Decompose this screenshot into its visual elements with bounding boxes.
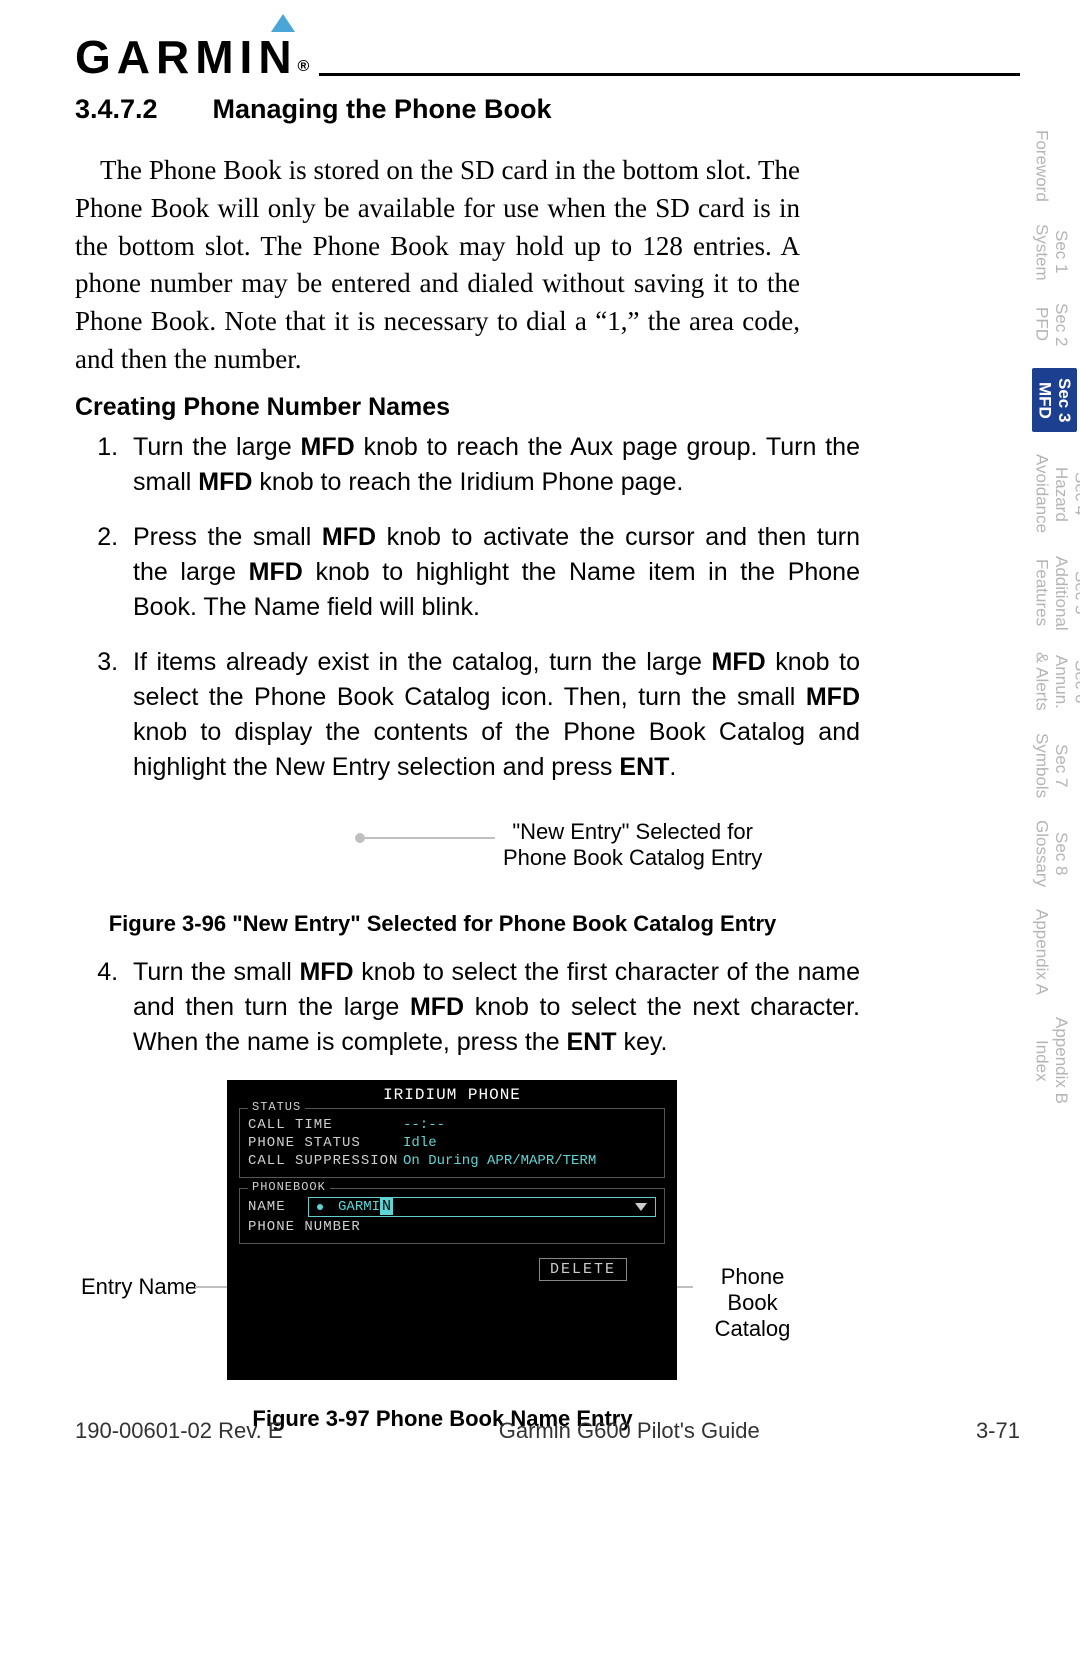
- garmin-logo: GARMIN®: [75, 30, 309, 84]
- registered-mark: ®: [298, 58, 310, 75]
- mfd-bold: MFD: [249, 558, 303, 586]
- phonebook-legend: PHONEBOOK: [248, 1180, 330, 1194]
- figure-96-caption: Figure 3-96 "New Entry" Selected for Pho…: [75, 911, 810, 937]
- text: Turn the large: [133, 433, 301, 461]
- step-2: Press the small MFD knob to activate the…: [125, 520, 860, 625]
- name-entry-box: GARMIN: [308, 1197, 656, 1217]
- callout-dot-icon: [355, 833, 365, 843]
- text: .: [669, 753, 676, 781]
- section-number: 3.4.7.2: [75, 94, 205, 125]
- tab-sec8-glossary[interactable]: Sec 8 Glossary: [1032, 820, 1071, 887]
- callout-phone-book-catalog: Phone Book Catalog: [695, 1264, 810, 1342]
- name-cursor-char: N: [380, 1198, 393, 1215]
- tab-foreword[interactable]: Foreword: [1032, 130, 1052, 202]
- mfd-bold: MFD: [198, 468, 252, 496]
- call-suppression-value: On During APR/MAPR/TERM: [403, 1153, 596, 1169]
- mfd-bold: MFD: [410, 993, 464, 1021]
- footer-docnum: 190-00601-02 Rev. E: [75, 1418, 283, 1444]
- call-time-value: --:--: [403, 1117, 445, 1133]
- footer-title: Garmin G600 Pilot's Guide: [499, 1418, 760, 1444]
- section-title: Managing the Phone Book: [213, 94, 552, 124]
- footer-pagenum: 3-71: [976, 1418, 1020, 1444]
- mfd-bold: MFD: [322, 523, 376, 551]
- phone-status-value: Idle: [403, 1135, 437, 1151]
- text: Press the small: [133, 523, 322, 551]
- mfd-bold: MFD: [301, 433, 355, 461]
- callout-line2: Phone Book Catalog Entry: [503, 845, 762, 870]
- figure-96-callout-area: "New Entry" Selected for Phone Book Cata…: [75, 805, 810, 905]
- callout-right-line1: Phone Book: [721, 1264, 785, 1315]
- text: Turn the small: [133, 958, 299, 986]
- tab-sec1-system[interactable]: Sec 1 System: [1032, 224, 1071, 281]
- mfd-bold: MFD: [806, 683, 860, 711]
- page-footer: 190-00601-02 Rev. E Garmin G600 Pilot's …: [75, 1418, 1020, 1444]
- callout-right-line2: Catalog: [715, 1316, 791, 1341]
- tab-appendix-a[interactable]: Appendix A: [1032, 909, 1052, 995]
- callout-line1: "New Entry" Selected for: [512, 819, 753, 844]
- tab-sec5-additional[interactable]: Sec 5 Additional Features: [1032, 556, 1080, 631]
- status-fieldset: STATUS CALL TIME--:-- PHONE STATUSIdle C…: [239, 1108, 665, 1178]
- step-3: If items already exist in the catalog, t…: [125, 645, 860, 785]
- callout-leader-line: [365, 837, 495, 839]
- callout-entry-name: Entry Name: [81, 1274, 197, 1300]
- text: knob to display the contents of the Phon…: [133, 718, 860, 781]
- name-label: NAME: [248, 1199, 308, 1215]
- step-4: Turn the small MFD knob to select the fi…: [125, 955, 860, 1060]
- logo-triangle-icon: [271, 14, 295, 32]
- header-rule: [319, 73, 1020, 76]
- mfd-bold: MFD: [299, 958, 353, 986]
- phone-status-label: PHONE STATUS: [248, 1135, 403, 1151]
- step-1: Turn the large MFD knob to reach the Aux…: [125, 430, 860, 500]
- mfd-bold: MFD: [712, 648, 766, 676]
- tab-sec2-pfd[interactable]: Sec 2 PFD: [1032, 303, 1071, 346]
- tab-sec4-hazard[interactable]: Sec 4 Hazard Avoidance: [1032, 454, 1080, 533]
- intro-paragraph: The Phone Book is stored on the SD card …: [75, 152, 800, 379]
- chevron-down-icon: [635, 1203, 647, 1211]
- subheading-creating-names: Creating Phone Number Names: [75, 393, 1020, 422]
- section-heading: 3.4.7.2 Managing the Phone Book: [75, 94, 1020, 125]
- status-legend: STATUS: [248, 1100, 305, 1114]
- tab-sec3-mfd[interactable]: Sec 3 MFD: [1032, 368, 1077, 432]
- ent-bold: ENT: [567, 1028, 617, 1056]
- call-time-label: CALL TIME: [248, 1117, 403, 1133]
- name-value-prefix: GARMI: [338, 1199, 380, 1215]
- name-dot-icon: [317, 1204, 323, 1210]
- tab-sec6-annun[interactable]: Sec 6 Annun. & Alerts: [1032, 652, 1080, 711]
- phone-number-label: PHONE NUMBER: [248, 1219, 403, 1235]
- tab-sec7-symbols[interactable]: Sec 7 Symbols: [1032, 733, 1071, 798]
- call-suppression-label: CALL SUPPRESSION: [248, 1153, 403, 1169]
- text: If items already exist in the catalog, t…: [133, 648, 712, 676]
- iridium-phone-screen: IRIDIUM PHONE STATUS CALL TIME--:-- PHON…: [227, 1080, 677, 1380]
- logo-text: GARMIN: [75, 31, 298, 83]
- callout-new-entry: "New Entry" Selected for Phone Book Cata…: [503, 819, 762, 871]
- ent-bold: ENT: [619, 753, 669, 781]
- tab-appendix-b[interactable]: Appendix B Index: [1032, 1017, 1071, 1104]
- side-tabs: Foreword Sec 1 System Sec 2 PFD Sec 3 MF…: [1032, 130, 1070, 1126]
- text: key.: [617, 1028, 668, 1056]
- delete-button: DELETE: [539, 1258, 627, 1281]
- phonebook-fieldset: PHONEBOOK NAME GARMIN PHONE NUMBER: [239, 1188, 665, 1244]
- figure-97-area: Entry Name Phone Book Catalog IRIDIUM PH…: [75, 1080, 810, 1400]
- text: knob to reach the Iridium Phone page.: [252, 468, 683, 496]
